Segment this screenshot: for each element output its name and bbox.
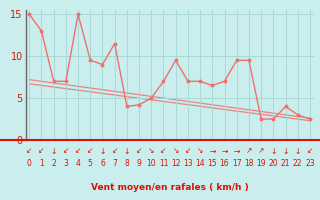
Text: ↓: ↓ [124, 146, 130, 156]
Text: 18: 18 [244, 158, 254, 168]
Text: ↘: ↘ [172, 146, 179, 156]
Text: →: → [234, 146, 240, 156]
Text: 6: 6 [100, 158, 105, 168]
Text: 21: 21 [281, 158, 290, 168]
Text: 13: 13 [183, 158, 193, 168]
Text: 1: 1 [39, 158, 44, 168]
Text: 4: 4 [76, 158, 81, 168]
Text: 3: 3 [63, 158, 68, 168]
Text: ↗: ↗ [246, 146, 252, 156]
Text: ↓: ↓ [99, 146, 106, 156]
Text: ↙: ↙ [185, 146, 191, 156]
Text: 19: 19 [256, 158, 266, 168]
Text: 12: 12 [171, 158, 180, 168]
Text: ↙: ↙ [160, 146, 167, 156]
Text: 8: 8 [124, 158, 129, 168]
Text: ↓: ↓ [270, 146, 276, 156]
Text: 14: 14 [195, 158, 205, 168]
Text: 0: 0 [27, 158, 32, 168]
Text: ↙: ↙ [307, 146, 313, 156]
Text: ↙: ↙ [63, 146, 69, 156]
Text: 20: 20 [268, 158, 278, 168]
Text: 5: 5 [88, 158, 93, 168]
Text: ↙: ↙ [75, 146, 81, 156]
Text: ↙: ↙ [87, 146, 93, 156]
Text: →: → [221, 146, 228, 156]
Text: Vent moyen/en rafales ( km/h ): Vent moyen/en rafales ( km/h ) [91, 183, 248, 192]
Text: →: → [209, 146, 215, 156]
Text: ↘: ↘ [148, 146, 155, 156]
Text: 23: 23 [305, 158, 315, 168]
Text: 7: 7 [112, 158, 117, 168]
Text: 10: 10 [147, 158, 156, 168]
Text: ↗: ↗ [258, 146, 264, 156]
Text: 22: 22 [293, 158, 302, 168]
Text: ↓: ↓ [282, 146, 289, 156]
Text: ↙: ↙ [136, 146, 142, 156]
Text: ↘: ↘ [197, 146, 203, 156]
Text: ↙: ↙ [111, 146, 118, 156]
Text: 2: 2 [51, 158, 56, 168]
Text: ↙: ↙ [38, 146, 45, 156]
Text: ↓: ↓ [294, 146, 301, 156]
Text: ↓: ↓ [51, 146, 57, 156]
Text: 16: 16 [220, 158, 229, 168]
Text: 11: 11 [159, 158, 168, 168]
Text: 17: 17 [232, 158, 242, 168]
Text: 9: 9 [137, 158, 141, 168]
Text: ↙: ↙ [26, 146, 32, 156]
Text: 15: 15 [207, 158, 217, 168]
